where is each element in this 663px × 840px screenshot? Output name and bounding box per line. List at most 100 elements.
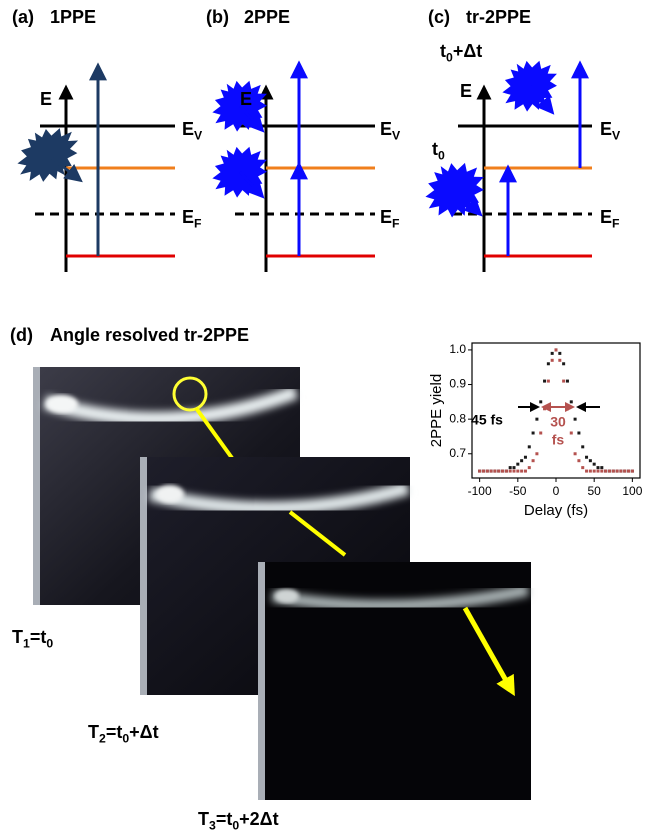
- data-point: [623, 470, 626, 473]
- subscript: F: [392, 217, 400, 231]
- label-part: E: [600, 207, 612, 227]
- data-point: [535, 452, 538, 455]
- data-point: [486, 470, 489, 473]
- data-point: [558, 352, 561, 355]
- data-point: [520, 470, 523, 473]
- label-part: T: [88, 722, 99, 742]
- data-point: [566, 380, 569, 383]
- label-part: E: [182, 207, 194, 227]
- data-point: [577, 459, 580, 462]
- bright-spot: [46, 395, 78, 413]
- data-point: [524, 470, 527, 473]
- fermi-level-label: EF: [182, 207, 202, 231]
- frame-time-label: T2=t0+Δt: [88, 722, 159, 746]
- label-part: T: [198, 809, 209, 829]
- subscript: 0: [46, 637, 53, 651]
- label-part: E: [600, 119, 612, 139]
- panel-title: 1PPE: [50, 7, 96, 27]
- pump-time-label: t0: [432, 139, 445, 163]
- x-axis-label: Delay (fs): [524, 502, 588, 519]
- x-tick-label: 100: [622, 484, 642, 498]
- subscript: 0: [438, 149, 445, 163]
- data-point: [478, 470, 481, 473]
- data-point: [600, 466, 603, 469]
- x-tick-label: -50: [509, 484, 527, 498]
- plot-frame: [472, 343, 640, 478]
- panel-label: (b): [206, 7, 229, 27]
- data-point: [516, 463, 519, 466]
- bright-spot: [275, 589, 299, 603]
- data-point: [532, 459, 535, 462]
- body: { "panels": [ {"label": "(a)", "title": …: [0, 0, 663, 835]
- label-part: +Δt: [129, 722, 158, 742]
- data-point: [516, 470, 519, 473]
- data-point: [627, 470, 630, 473]
- annotation: fs: [552, 432, 565, 448]
- pulse-envelope: [491, 48, 569, 124]
- subscript: V: [392, 129, 401, 143]
- data-point: [631, 470, 634, 473]
- panel-label: (a): [12, 7, 34, 27]
- subscript: V: [612, 129, 621, 143]
- y-tick-label: 1.0: [449, 342, 466, 356]
- subscript: F: [194, 217, 202, 231]
- panel-label: (c): [428, 7, 450, 27]
- data-point: [574, 452, 577, 455]
- frame-time-label: T1=t0: [12, 627, 53, 651]
- data-point: [539, 432, 542, 435]
- vacuum-level-label: EV: [380, 119, 401, 143]
- data-point: [535, 418, 538, 421]
- data-point: [593, 470, 596, 473]
- data-point: [612, 470, 615, 473]
- data-point: [490, 470, 493, 473]
- bright-spot: [156, 485, 184, 503]
- data-point: [509, 470, 512, 473]
- data-point: [593, 463, 596, 466]
- annotation: 45 fs: [471, 412, 503, 428]
- data-point: [497, 470, 500, 473]
- data-point: [616, 470, 619, 473]
- data-point: [600, 470, 603, 473]
- data-point: [597, 466, 600, 469]
- data-point: [577, 432, 580, 435]
- frame-time-label: T3=t0+2Δt: [198, 809, 279, 833]
- data-point: [562, 362, 565, 365]
- data-point: [493, 470, 496, 473]
- data-point: [604, 470, 607, 473]
- y-tick-label: 0.9: [449, 377, 466, 391]
- x-tick-label: 50: [588, 484, 602, 498]
- data-point: [547, 380, 550, 383]
- data-point: [558, 359, 561, 362]
- label-part: +Δt: [453, 41, 482, 61]
- label-part: E: [380, 119, 392, 139]
- data-point: [532, 432, 535, 435]
- data-point: [528, 445, 531, 448]
- panel-title: Angle resolved tr-2PPE: [50, 325, 249, 345]
- data-point: [597, 470, 600, 473]
- energy-axis-label: E: [240, 89, 252, 109]
- data-point: [589, 459, 592, 462]
- label-part: E: [182, 119, 194, 139]
- data-point: [574, 418, 577, 421]
- subscript: V: [194, 129, 203, 143]
- data-point: [482, 470, 485, 473]
- figure: (a)1PPE(b)2PPE(c)tr-2PPEEEEEVEVEVEFEFEFt…: [0, 0, 663, 835]
- data-point: [547, 362, 550, 365]
- label-part: +2Δt: [239, 809, 278, 829]
- panel-title: 2PPE: [244, 7, 290, 27]
- data-point: [539, 400, 542, 403]
- data-point: [505, 470, 508, 473]
- data-point: [551, 352, 554, 355]
- energy-axis-label: E: [460, 81, 472, 101]
- data-point: [619, 470, 622, 473]
- x-tick-label: 0: [553, 484, 560, 498]
- y-tick-label: 0.7: [449, 446, 466, 460]
- data-point: [581, 445, 584, 448]
- data-point: [501, 470, 504, 473]
- panel-title: tr-2PPE: [466, 7, 531, 27]
- data-point: [543, 407, 546, 410]
- pulse: [491, 48, 569, 124]
- data-point: [509, 466, 512, 469]
- data-point: [570, 400, 573, 403]
